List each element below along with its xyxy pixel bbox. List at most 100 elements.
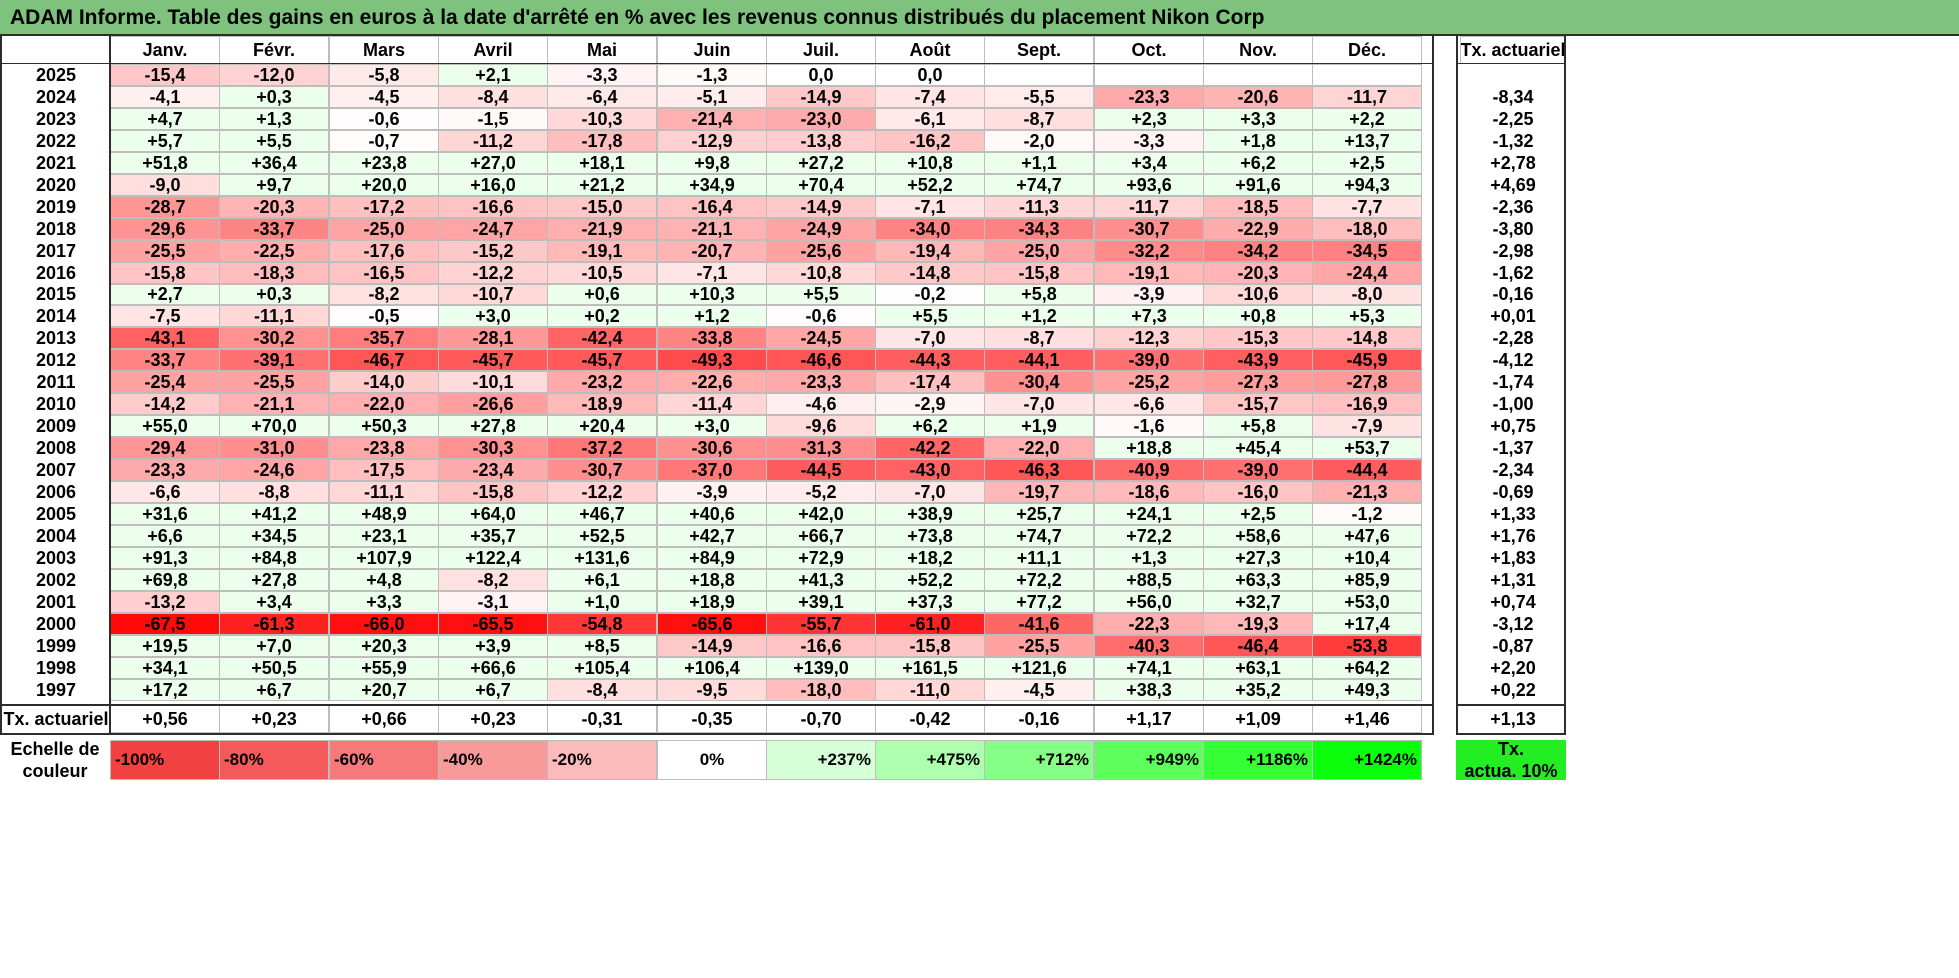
table-cell: -33,7 [219, 218, 329, 240]
table-cell: -23,3 [1094, 86, 1204, 108]
rate-cell: -1,62 [1492, 262, 1534, 283]
rate-cell [1460, 64, 1566, 86]
table-cell: -11,7 [1312, 86, 1422, 108]
rate-cell: +2,78 [1490, 152, 1536, 173]
summary-label: Tx. actuariel [0, 705, 110, 733]
table-cell: -5,1 [657, 86, 767, 108]
table-cell: -11,4 [657, 393, 767, 415]
table-cell: -14,9 [766, 86, 876, 108]
table-cell: +72,9 [766, 547, 876, 569]
table-cell: +25,7 [984, 503, 1094, 525]
table-cell: +40,6 [657, 503, 767, 525]
table-cell: -16,4 [657, 196, 767, 218]
table-cell: +84,8 [219, 547, 329, 569]
rate-cell: -2,98 [1492, 240, 1534, 261]
table-cell: -13,2 [110, 591, 220, 613]
table-cell: -21,1 [219, 393, 329, 415]
table-cell: -37,2 [547, 437, 657, 459]
year-label: 2003 [0, 547, 110, 569]
table-cell: +94,3 [1312, 174, 1422, 196]
table-cell: -54,8 [547, 613, 657, 635]
month-header: Juil. [766, 36, 876, 64]
year-label: 2016 [0, 262, 110, 284]
month-header: Nov. [1203, 36, 1313, 64]
table-cell: -43,1 [110, 327, 220, 349]
table-cell: -19,3 [1203, 613, 1313, 635]
table-cell: +9,8 [657, 152, 767, 174]
year-label: 2025 [0, 64, 110, 86]
table-cell: +139,0 [766, 657, 876, 679]
table-cell: +27,8 [438, 415, 548, 437]
table-cell: -1,2 [1312, 503, 1422, 525]
frame-rate-header-rule [1456, 63, 1566, 64]
summary-cell: +0,66 [329, 705, 439, 733]
rate-cell: +4,69 [1490, 174, 1536, 195]
summary-cell: +0,56 [110, 705, 220, 733]
summary-rate: +1,13 [1490, 708, 1536, 729]
table-cell: -8,7 [984, 108, 1094, 130]
table-cell: +11,1 [984, 547, 1094, 569]
table-cell: -14,9 [657, 635, 767, 657]
table-cell: -28,7 [110, 196, 220, 218]
table-cell: +20,3 [329, 635, 439, 657]
table-cell: +1,2 [657, 305, 767, 327]
table-cell: -24,4 [1312, 262, 1422, 284]
table-cell: -21,1 [657, 218, 767, 240]
table-cell: -7,0 [875, 481, 985, 503]
table-cell: +53,7 [1312, 437, 1422, 459]
rate-cell: -2,34 [1492, 459, 1534, 480]
rate-cell: -0,16 [1492, 284, 1534, 304]
table-cell: -0,2 [875, 284, 985, 305]
table-cell: -32,2 [1094, 240, 1204, 262]
table-cell: +6,1 [547, 569, 657, 591]
table-cell: -8,4 [547, 679, 657, 701]
table-cell: -23,3 [110, 459, 220, 481]
table-cell: -1,3 [657, 64, 767, 86]
table-cell: +73,8 [875, 525, 985, 547]
table-cell: -30,2 [219, 327, 329, 349]
table-cell: -11,3 [984, 196, 1094, 218]
table-cell: +20,0 [329, 174, 439, 196]
table-cell: -7,7 [1312, 196, 1422, 218]
rate-cell: -0,87 [1492, 635, 1534, 656]
rate-cell: -2,36 [1492, 196, 1534, 217]
table-cell: -8,2 [329, 284, 439, 305]
table-cell: -8,4 [438, 86, 548, 108]
table-cell: -15,4 [110, 64, 220, 86]
year-label: 2005 [0, 503, 110, 525]
table-cell: -29,6 [110, 218, 220, 240]
table-cell: -15,0 [547, 196, 657, 218]
table-cell: +2,3 [1094, 108, 1204, 130]
frame-rate-left-border [1456, 36, 1458, 733]
table-cell: -44,4 [1312, 459, 1422, 481]
table-cell: +55,0 [110, 415, 220, 437]
table-cell: -12,3 [1094, 327, 1204, 349]
table-cell: +47,6 [1312, 525, 1422, 547]
month-header: Oct. [1094, 36, 1204, 64]
table-cell: -15,8 [438, 481, 548, 503]
table-cell: -18,3 [219, 262, 329, 284]
table-cell: +121,6 [984, 657, 1094, 679]
table-cell: +77,2 [984, 591, 1094, 613]
table-cell: -23,3 [766, 371, 876, 393]
table-cell: -41,6 [984, 613, 1094, 635]
table-cell: +16,0 [438, 174, 548, 196]
table-cell: +31,6 [110, 503, 220, 525]
table-cell [984, 64, 1094, 86]
scale-label: Echelle de couleur [0, 740, 110, 780]
rate-cell: -2,28 [1492, 327, 1534, 348]
table-cell: -15,8 [875, 635, 985, 657]
table-cell: -46,4 [1203, 635, 1313, 657]
table-cell: -29,4 [110, 437, 220, 459]
table-cell: +36,4 [219, 152, 329, 174]
table-cell: -0,5 [329, 305, 439, 327]
year-label: 2014 [0, 305, 110, 327]
table-cell: +0,3 [219, 284, 329, 305]
table-cell: -23,0 [766, 108, 876, 130]
table-cell: +19,5 [110, 635, 220, 657]
year-label: 2018 [0, 218, 110, 240]
year-label: 1997 [0, 679, 110, 701]
table-cell: -30,7 [1094, 218, 1204, 240]
table-cell: -33,7 [110, 349, 220, 371]
